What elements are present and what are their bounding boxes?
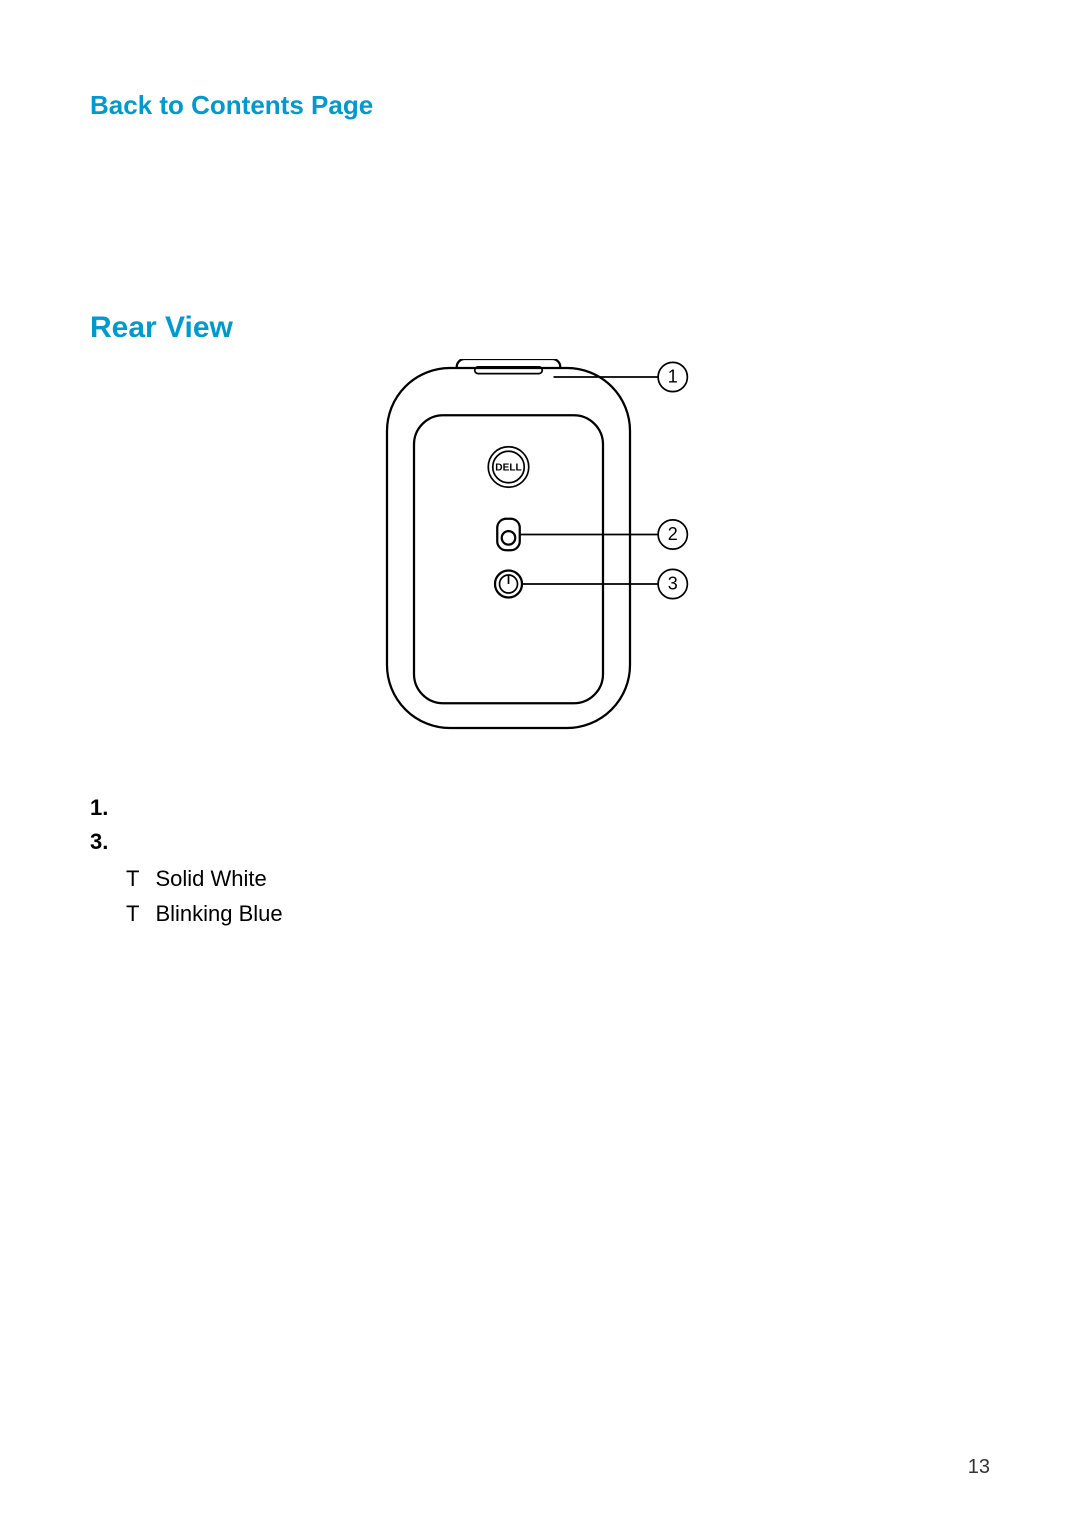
svg-text:2: 2 — [668, 524, 678, 544]
bullet-marker: T — [126, 861, 139, 896]
bullet-marker: T — [126, 896, 139, 931]
legend-item-number: 1. — [90, 791, 108, 825]
legend-item-number: 3. — [90, 825, 108, 859]
page-number: 13 — [968, 1456, 990, 1479]
legend-bullet: T Blinking Blue — [126, 896, 990, 931]
bullet-text: Blinking Blue — [155, 896, 282, 931]
legend-item: 1. — [90, 791, 990, 825]
svg-text:3: 3 — [668, 574, 678, 594]
rear-view-heading: Rear View — [90, 311, 990, 345]
back-to-contents-link[interactable]: Back to Contents Page — [90, 90, 373, 120]
svg-text:1: 1 — [668, 367, 678, 387]
legend: 1.3. T Solid White T Blinking Blue — [90, 791, 990, 932]
svg-text:DELL: DELL — [495, 462, 521, 473]
legend-bullet: T Solid White — [126, 861, 990, 896]
rear-view-diagram: DELL 1 2 3 — [90, 359, 990, 737]
legend-item: 3. — [90, 825, 990, 859]
bullet-text: Solid White — [155, 861, 266, 896]
